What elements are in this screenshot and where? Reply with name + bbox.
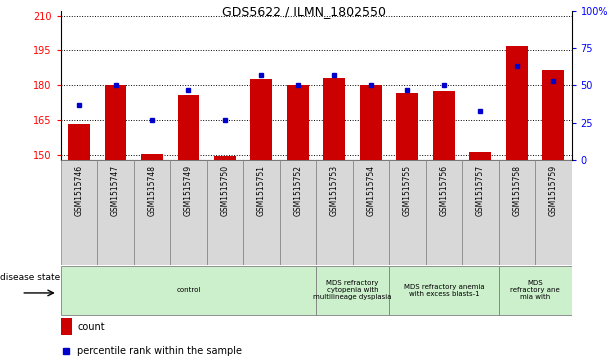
Bar [178, 95, 199, 160]
Text: GSM1515751: GSM1515751 [257, 165, 266, 216]
Text: GSM1515752: GSM1515752 [294, 165, 302, 216]
Bar [535, 160, 572, 265]
Bar [323, 78, 345, 160]
Text: GDS5622 / ILMN_1802550: GDS5622 / ILMN_1802550 [222, 5, 386, 19]
Text: GSM1515753: GSM1515753 [330, 165, 339, 216]
Text: GSM1515749: GSM1515749 [184, 165, 193, 216]
Text: GSM1515757: GSM1515757 [476, 165, 485, 216]
Bar [287, 85, 309, 160]
Text: GSM1515759: GSM1515759 [549, 165, 558, 216]
Text: GSM1515748: GSM1515748 [148, 165, 156, 216]
Bar [170, 160, 207, 265]
Text: MDS refractory
cytopenia with
multilineage dysplasia: MDS refractory cytopenia with multilinea… [313, 280, 392, 301]
Bar [207, 160, 243, 265]
Text: GSM1515746: GSM1515746 [75, 165, 83, 216]
Text: count: count [77, 322, 105, 332]
Bar [542, 70, 564, 160]
Bar [280, 160, 316, 265]
Bar [506, 46, 528, 160]
Text: percentile rank within the sample: percentile rank within the sample [77, 346, 242, 356]
Text: GSM1515755: GSM1515755 [403, 165, 412, 216]
Bar [462, 160, 499, 265]
Bar [61, 318, 72, 335]
Bar [396, 93, 418, 160]
Bar [243, 160, 280, 265]
Bar [105, 85, 126, 160]
Bar [433, 91, 455, 160]
Text: MDS
refractory ane
mia with: MDS refractory ane mia with [510, 280, 560, 301]
Bar [499, 266, 572, 315]
Bar [61, 160, 97, 265]
Text: GSM1515756: GSM1515756 [440, 165, 448, 216]
Text: MDS refractory anemia
with excess blasts-1: MDS refractory anemia with excess blasts… [404, 284, 484, 297]
Bar [141, 154, 163, 160]
Bar [250, 79, 272, 160]
Text: control: control [176, 287, 201, 293]
Text: GSM1515758: GSM1515758 [513, 165, 521, 216]
Bar [499, 160, 535, 265]
Bar [68, 124, 90, 160]
Bar [316, 266, 389, 315]
Text: GSM1515750: GSM1515750 [221, 165, 229, 216]
Text: GSM1515754: GSM1515754 [367, 165, 375, 216]
Bar [426, 160, 462, 265]
Bar [316, 160, 353, 265]
Bar [214, 156, 236, 160]
Bar [61, 266, 316, 315]
Bar [389, 266, 499, 315]
Text: GSM1515747: GSM1515747 [111, 165, 120, 216]
Bar [469, 152, 491, 160]
Text: disease state: disease state [0, 273, 61, 282]
Bar [353, 160, 389, 265]
Bar [134, 160, 170, 265]
Bar [389, 160, 426, 265]
Bar [360, 85, 382, 160]
Bar [97, 160, 134, 265]
